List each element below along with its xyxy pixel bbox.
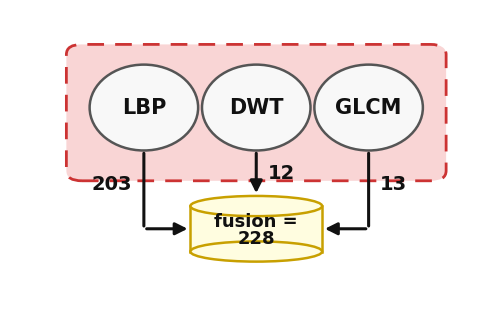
Ellipse shape [90, 65, 198, 151]
Text: 13: 13 [380, 175, 407, 194]
Ellipse shape [190, 241, 322, 262]
Ellipse shape [202, 65, 310, 151]
Polygon shape [190, 206, 322, 252]
Ellipse shape [314, 65, 423, 151]
Text: DWT: DWT [229, 97, 283, 117]
Text: 12: 12 [268, 164, 295, 183]
Text: GLCM: GLCM [336, 97, 402, 117]
Text: 228: 228 [238, 230, 275, 248]
Text: LBP: LBP [122, 97, 166, 117]
Text: fusion =: fusion = [214, 214, 298, 232]
Ellipse shape [190, 196, 322, 216]
FancyBboxPatch shape [66, 44, 446, 181]
Text: 203: 203 [92, 175, 132, 194]
